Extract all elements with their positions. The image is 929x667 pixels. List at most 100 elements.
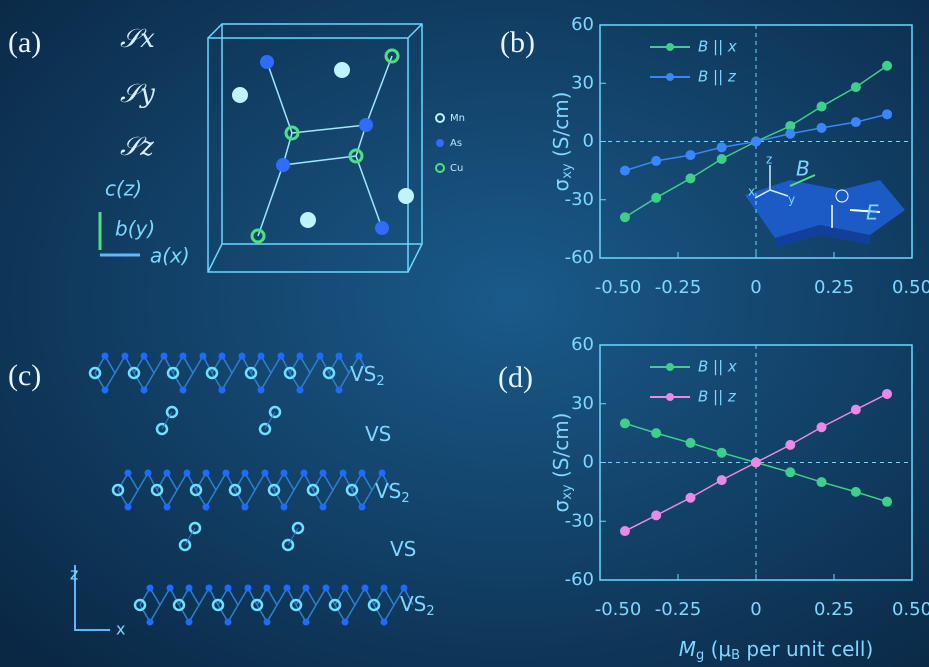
atom [283, 584, 291, 592]
atom [361, 584, 369, 592]
layer-sub: 2 [401, 491, 409, 506]
atom [101, 352, 109, 360]
data-point [850, 404, 861, 415]
atom [179, 352, 187, 360]
data-point [685, 150, 696, 161]
atom [355, 352, 363, 360]
x-tick-label: 0.25 [814, 599, 854, 620]
panel-label: (c) [8, 359, 41, 392]
atom-legend: As [450, 138, 462, 149]
y-label-unit: (S/cm) [549, 413, 573, 485]
atom [165, 405, 179, 419]
data-point [882, 109, 893, 120]
atom [205, 366, 219, 380]
atom [319, 469, 327, 477]
atom [218, 386, 226, 394]
atom [244, 584, 252, 592]
data-point [850, 486, 861, 497]
x-label-open: (μ [704, 637, 731, 661]
atom [358, 503, 366, 511]
layer-label: VS [365, 422, 391, 446]
layer-name: VS [400, 592, 426, 616]
panel-label: (d) [498, 361, 533, 394]
y-tick-label: 0 [583, 452, 594, 473]
atom [335, 352, 343, 360]
atom [140, 352, 148, 360]
x-tick-label: 0 [750, 277, 761, 298]
bond [184, 527, 196, 546]
atom-legend: Mn [450, 113, 465, 124]
y-tick-label: -60 [565, 569, 594, 590]
atom [400, 584, 408, 592]
legend-label: B || z [698, 388, 737, 406]
atom [218, 352, 226, 360]
atom [127, 366, 141, 380]
atom [263, 584, 271, 592]
x-tick-label: -0.50 [595, 599, 642, 620]
atom [124, 469, 132, 477]
atom [199, 352, 207, 360]
atom [146, 584, 154, 592]
x-tick-label: 0.50 [892, 277, 929, 298]
atom [380, 584, 388, 592]
axis-name: b(y) [115, 217, 155, 241]
atom [300, 469, 308, 477]
legend-marker [666, 43, 674, 51]
legend-label: B || z [698, 68, 737, 86]
data-point [651, 510, 662, 521]
atom [238, 352, 246, 360]
legend-marker [666, 363, 674, 371]
atom [211, 598, 225, 612]
atom [341, 618, 349, 626]
bond [161, 411, 173, 430]
atom [296, 352, 304, 360]
lattice [88, 352, 414, 626]
atom [185, 584, 193, 592]
y-tick-label: -30 [565, 189, 594, 210]
y-label-sub: xy [560, 163, 575, 179]
data-point [882, 60, 893, 71]
atom [328, 598, 342, 612]
data-point [785, 120, 796, 131]
data-point [850, 117, 861, 128]
data-point [816, 122, 827, 133]
inset-axis: z [766, 153, 772, 167]
y-tick-label: 60 [571, 334, 594, 355]
data-point [816, 422, 827, 433]
data-point [716, 447, 727, 458]
atom [101, 386, 109, 394]
x-tick-label: 0.25 [814, 277, 854, 298]
atom-legend: Cu [450, 163, 463, 174]
x-tick-label: -0.25 [655, 277, 702, 298]
atom [224, 584, 232, 592]
atom [277, 352, 285, 360]
inset [745, 165, 905, 248]
x-tick-label: 0 [750, 599, 761, 620]
axis-name: z [70, 565, 78, 584]
spin-label: 𝒮y [120, 79, 155, 109]
atom [241, 469, 249, 477]
atom [133, 598, 147, 612]
atom [202, 503, 210, 511]
data-point [619, 165, 630, 176]
axis-name: a(x) [150, 244, 190, 268]
atom [280, 503, 288, 511]
atom [302, 618, 310, 626]
data-point [751, 136, 761, 147]
atom [228, 483, 242, 497]
atom [267, 483, 281, 497]
axis-name: x [116, 620, 125, 639]
y-tick-label: 30 [571, 72, 594, 93]
atom [224, 618, 232, 626]
atom [111, 483, 125, 497]
inset-axis: y [788, 193, 795, 207]
y-label-symbol: σ [549, 499, 573, 512]
data-point [651, 155, 662, 166]
atom [146, 618, 154, 626]
atom [306, 483, 320, 497]
atom [335, 386, 343, 394]
atom [178, 538, 192, 552]
atoms [232, 48, 445, 244]
